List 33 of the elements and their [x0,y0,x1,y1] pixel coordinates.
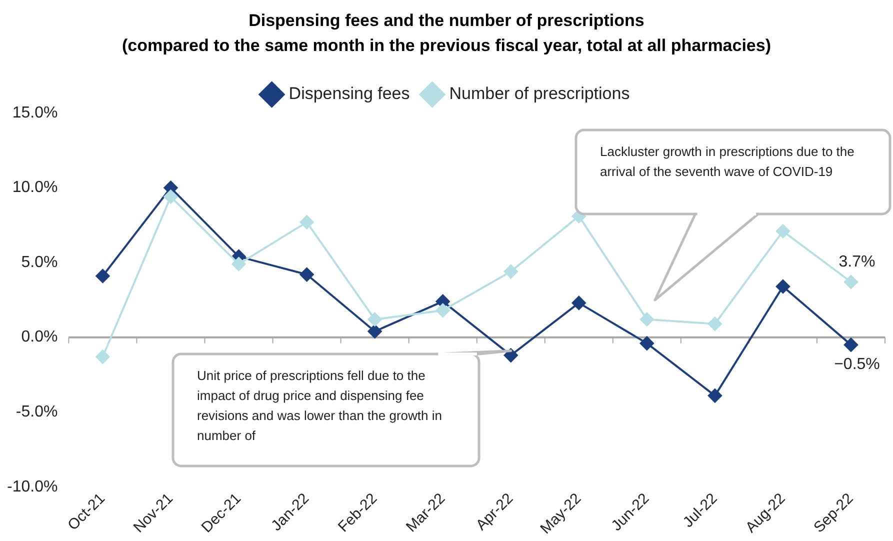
point [504,264,518,279]
chart-title: Dispensing fees and the number of prescriptions (compared to the same month in the previous fiscal year, total at all pharmacies) [120,10,772,57]
legend-label: Dispensing fees [288,84,410,104]
point [164,190,178,204]
point [844,275,858,290]
annotation: Lackluster growth in prescriptions due to the arrival of the seventh wave of COVID-19 [600,143,855,181]
point [504,348,518,362]
point [708,388,722,403]
data-label: 3.7% [838,253,876,270]
point [300,215,314,230]
point [96,350,110,364]
point [640,336,654,350]
point [640,312,654,326]
point [844,338,858,352]
point [572,296,586,310]
annotation: Unit price of prescriptions fell due to the impact of drug price and dispensing fee revisions and was lower than the growth in number of [197,367,443,445]
point [776,224,790,238]
point [776,279,790,294]
point [368,312,382,326]
y-tick-label: -5.0% [16,404,58,421]
point [436,303,450,318]
point [368,324,382,338]
point [232,257,246,272]
point [300,268,314,282]
y-tick-label: -10.0% [6,478,58,496]
y-tick-label: 15.0% [12,104,58,122]
y-tick-label: 5.0% [21,254,58,271]
point [96,269,110,284]
legend-label: Number of prescriptions [449,84,630,104]
y-tick-label: 0.0% [21,328,58,346]
y-tick-label: 10.0% [12,179,58,196]
data-label: −0.5% [834,356,880,374]
point [708,316,722,331]
